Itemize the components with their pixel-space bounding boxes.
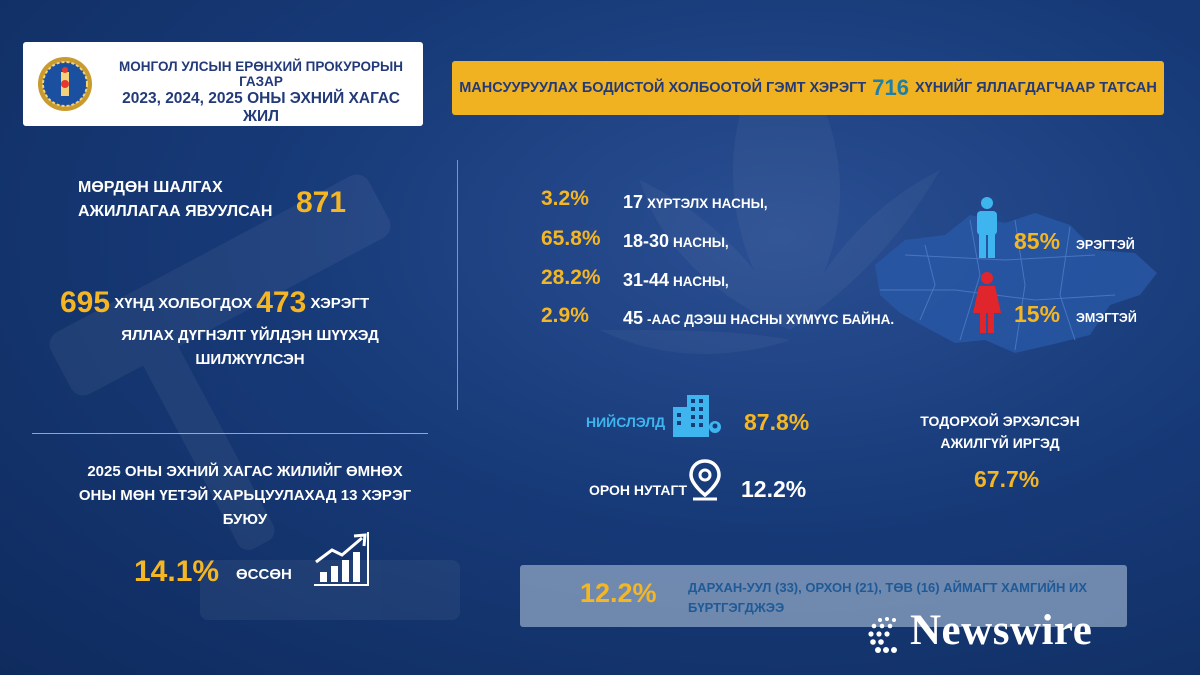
investigation-label-line1: МӨРДӨН ШАЛГАХ [78,179,223,196]
age-group-label: НАСНЫ, [673,235,729,250]
unemployed-pct: 67.7% [974,466,1040,492]
age-group-text: 31-44 НАСНЫ, [623,270,729,291]
indicted-cases-label: ХЭРЭГТ [310,295,370,312]
female-label: ЭМЭГТЭЙ [1076,311,1137,325]
age-group-num: 17 [623,192,644,212]
unemployed-label-line1: ТОДОРХОЙ ЭРХЭЛСЭН [920,413,1080,429]
state-emblem-icon [38,57,92,111]
organization-header: МОНГОЛ УЛСЫН ЕРӨНХИЙ ПРОКУРОРЫН ГАЗАР 20… [23,42,423,126]
comparison-line1: 2025 ОНЫ ЭХНИЙ ХАГАС ЖИЛИЙГ ӨМНӨХ [87,463,403,480]
female-pct: 15% [1014,301,1061,327]
newswire-watermark: Newswire [910,607,1093,654]
region-panel [520,565,1127,627]
indictment-line1: 695 ХҮНД ХОЛБОГДОХ 473 ХЭРЭГТ [60,286,440,320]
comparison-line3: БУЮУ [222,511,268,528]
region-text: ДАРХАН-УУЛ (33), ОРХОН (21), ТӨВ (16) АЙ… [688,580,1088,615]
capital-label: НИЙСЛЭЛД [586,414,666,430]
banner-prefix: МАНСУУРУУЛАХ БОДИСТОЙ ХОЛБООТОЙ ГЭМТ ХЭР… [459,80,867,96]
banner-value: 716 [872,75,909,100]
report-period: 2023, 2024, 2025 ОНЫ ЭХНИЙ ХАГАС ЖИЛ [122,90,400,125]
banner-suffix: ХҮНИЙГ ЯЛЛАГДАГЧААР ТАТСАН [914,80,1157,96]
unemployed-label-line2: АЖИЛГҮЙ ИРГЭД [940,435,1060,451]
mongolia-map-icon [875,213,1157,353]
vertical-divider [457,160,458,410]
indictment-line2: ЯЛЛАХ ДҮГНЭЛТ ҮЙЛДЭН ШҮҮХЭД [121,327,379,344]
rural-label: ОРОН НУТАГТ [589,482,688,498]
age-group-label: ХҮРТЭЛХ НАСНЫ, [647,196,768,211]
newswire-globe-icon [868,617,897,653]
investigation-label: МӨРДӨН ШАЛГАХ АЖИЛЛАГАА ЯВУУЛСАН [78,176,272,224]
indicted-persons-value: 695 [60,286,111,319]
rural-pct: 12.2% [741,476,807,502]
age-group-pct: 3.2% [541,187,589,210]
female-icon [973,272,1001,333]
age-group-text: 17 ХҮРТЭЛХ НАСНЫ, [623,192,768,213]
age-group-num: 45 [623,308,644,328]
city-buildings-icon [673,395,721,437]
indicted-persons-label: ХҮНД ХОЛБОГДОХ [114,295,253,312]
male-label: ЭРЭГТЭЙ [1076,238,1135,252]
age-group-pct: 65.8% [541,227,601,250]
comparison-text: 2025 ОНЫ ЭХНИЙ ХАГАС ЖИЛИЙГ ӨМНӨХ ОНЫ МӨ… [40,460,450,532]
growth-chart-icon [314,532,369,586]
investigation-label-line2: АЖИЛЛАГАА ЯВУУЛСАН [78,203,273,220]
investigation-value: 871 [296,186,347,219]
horizontal-divider [32,433,428,434]
male-pct: 85% [1014,228,1061,254]
male-icon [977,197,997,258]
unemployed-label: ТОДОРХОЙ ЭРХЭЛСЭН АЖИЛГҮЙ ИРГЭД [900,410,1100,454]
age-group-num: 18-30 [623,231,670,251]
location-pin-icon [689,459,721,501]
age-group-pct: 2.9% [541,304,589,327]
age-group-text: 45 -ААС ДЭЭШ НАСНЫ ХҮМҮҮС БАЙНА. [623,308,894,329]
organization-name: МОНГОЛ УЛСЫН ЕРӨНХИЙ ПРОКУРОРЫН ГАЗАР [119,59,403,89]
indictment-description: ЯЛЛАХ ДҮГНЭЛТ ҮЙЛДЭН ШҮҮХЭД ШИЛЖҮҮЛСЭН [60,324,440,372]
age-group-text: 18-30 НАСНЫ, [623,231,729,252]
region-pct: 12.2% [580,578,657,608]
comparison-line2: ОНЫ МӨН ҮЕТЭЙ ХАРЬЦУУЛАХАД 13 ХЭРЭГ [78,487,412,504]
age-group-label: -ААС ДЭЭШ НАСНЫ ХҮМҮҮС БАЙНА. [647,312,895,327]
headline-banner: МАНСУУРУУЛАХ БОДИСТОЙ ХОЛБООТОЙ ГЭМТ ХЭР… [452,61,1164,115]
age-group-num: 31-44 [623,270,670,290]
indicted-cases-value: 473 [256,286,307,319]
increase-label: ӨССӨН [236,566,292,583]
capital-pct: 87.8% [744,409,810,435]
age-group-label: НАСНЫ, [673,274,729,289]
indictment-line3: ШИЛЖҮҮЛСЭН [195,351,305,368]
age-group-pct: 28.2% [541,266,601,289]
increase-value: 14.1% [134,555,220,588]
